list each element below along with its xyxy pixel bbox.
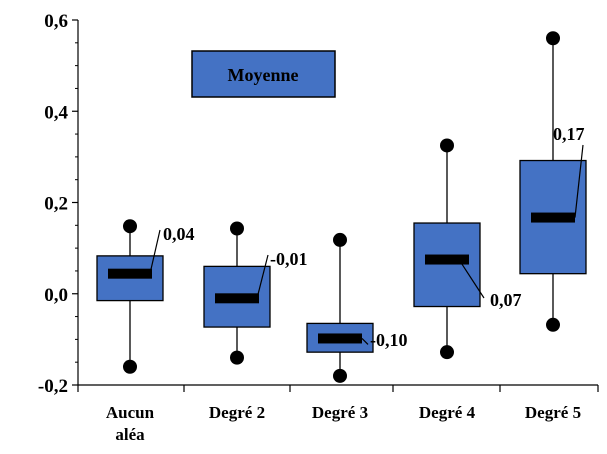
y-tick-label: 0,2: [44, 194, 68, 215]
max-point: [333, 232, 347, 247]
x-category-label: Degré 2: [209, 403, 265, 422]
x-category-label: Degré 3: [312, 403, 368, 422]
max-point: [440, 138, 454, 153]
legend: Moyenne: [191, 50, 336, 98]
mean-label: 0,07: [490, 290, 522, 310]
max-point: [123, 219, 137, 234]
mean-leader-line: [361, 338, 369, 345]
median-bar: [318, 333, 362, 344]
median-bar: [215, 293, 259, 304]
x-category-label: Degré 4: [419, 403, 476, 422]
mean-leader-line: [458, 259, 485, 299]
min-point: [333, 368, 347, 383]
y-tick-label: 0,6: [44, 11, 68, 32]
max-point: [546, 31, 560, 46]
y-tick-label: 0,4: [44, 102, 68, 123]
y-tick-label: -0,2: [38, 376, 68, 397]
mean-leader-line: [256, 254, 269, 299]
boxes: [96, 31, 587, 383]
box: [413, 222, 481, 308]
mean-label: 0,17: [553, 124, 585, 144]
y-tick-label: 0,0: [44, 285, 68, 306]
min-point: [440, 345, 454, 360]
median-bar: [425, 254, 469, 265]
median-bar: [108, 268, 152, 279]
legend-label: Moyenne: [228, 65, 299, 85]
legend-box: [191, 50, 336, 98]
mean-leader-line: [574, 144, 584, 218]
mean-label: -0,01: [270, 249, 308, 269]
median-bar: [531, 212, 575, 223]
axes: -0,2 0,0 0,2 0,4 0,6 Aucun aléa Degré 2 Degré 3 D…: [38, 11, 599, 444]
max-point: [230, 221, 244, 236]
min-point: [546, 317, 560, 332]
x-category-label: Aucun aléa: [106, 403, 155, 444]
mean-label: -0,10: [370, 330, 408, 350]
mean-leader-line: [149, 229, 161, 274]
min-point: [123, 359, 137, 374]
min-point: [230, 350, 244, 365]
labels: 0,04 -0,01 -0,10 0,07 0,17: [149, 124, 585, 350]
x-category-label: Degré 5: [525, 403, 581, 422]
mean-label: 0,04: [163, 224, 195, 244]
